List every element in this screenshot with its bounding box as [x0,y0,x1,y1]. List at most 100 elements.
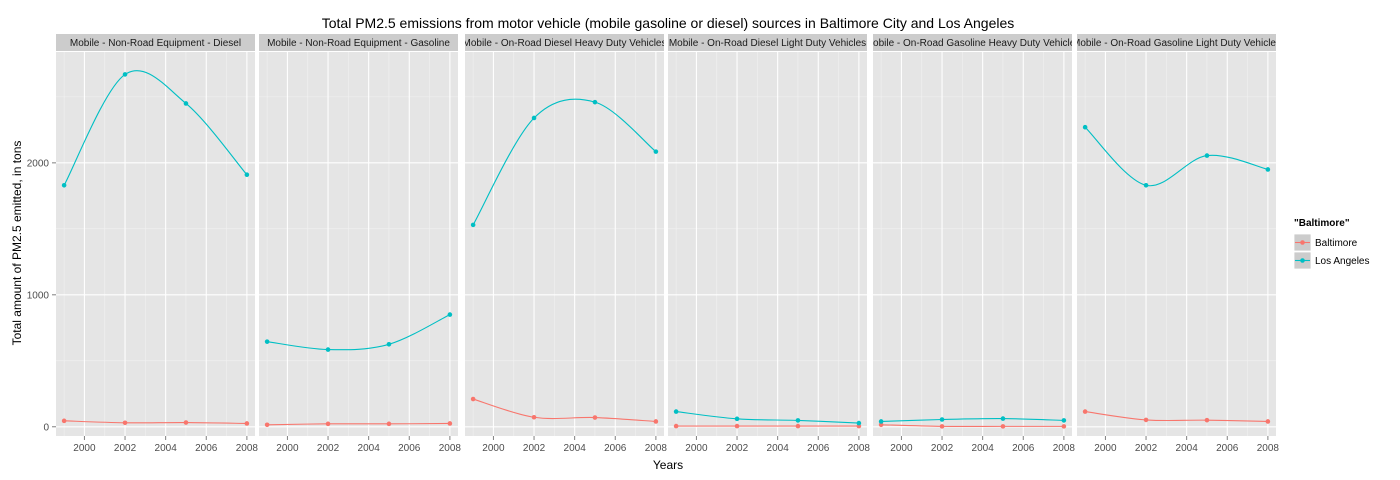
data-point [878,422,884,428]
data-point [673,423,679,429]
data-point [795,423,801,429]
series-line [267,422,450,426]
data-point [734,423,740,429]
x-tick-label: 2004 [564,443,587,454]
x-tick-label: 2000 [276,443,299,454]
x-tick-label: 2002 [931,443,954,454]
series-los-angeles [878,416,1067,424]
data-point [386,341,392,347]
y-axis: 0 1000 2000 [27,158,56,433]
y-tick-label: 2000 [27,158,50,169]
series-line [267,314,451,351]
y-tick-label: 0 [43,422,49,433]
series-los-angeles [1082,124,1271,188]
facet-strip [668,34,867,51]
data-point [61,418,67,424]
series-baltimore [264,421,453,428]
data-point [878,419,884,424]
series-line [472,398,656,423]
facet-panel: Mobile - On-Road Diesel Light Duty Vehic… [668,34,870,454]
series-baltimore [470,396,659,424]
facet-strip [465,34,664,51]
data-point [1265,167,1271,172]
panel-background [56,52,255,436]
data-point [183,101,189,106]
data-point [1061,424,1067,429]
facet-strip [259,34,458,51]
facet-strip-label: Mobile - Non-Road Equipment - Gasoline [267,38,450,49]
data-point [653,419,659,424]
panel-background [873,52,1072,436]
data-point [1265,419,1271,424]
data-point [592,99,598,105]
data-point [1000,424,1006,429]
data-point [470,396,476,402]
legend-key-point [1300,240,1305,245]
data-point [531,115,537,121]
x-tick-label: 2006 [807,443,830,454]
data-point [1061,418,1067,423]
panel-background [1077,52,1276,436]
series-los-angeles [61,70,250,188]
x-tick-label: 2008 [1257,443,1280,454]
x-tick-label: 2004 [155,443,178,454]
panel-background [668,52,867,436]
legend: "Baltimore" Baltimore Los Angeles [1293,218,1370,270]
data-point [1082,124,1088,130]
series-los-angeles [470,98,659,228]
series-baltimore [878,422,1067,429]
data-point [386,421,392,427]
series-line [1084,126,1269,187]
x-tick-label: 2004 [1176,443,1199,454]
x-tick-label: 2004 [767,443,790,454]
data-point [939,424,945,429]
x-tick-label: 2002 [1135,443,1158,454]
x-tick-label: 2006 [398,443,421,454]
legend-title: "Baltimore" [1294,218,1350,229]
data-point [1204,153,1210,158]
x-tick-label: 2008 [1053,443,1076,454]
data-point [795,418,801,423]
x-tick-label: 2000 [1094,443,1117,454]
series-line [881,424,1064,428]
data-point [734,416,740,422]
data-point [1143,417,1149,423]
facet-panel: Mobile - Non-Road Equipment - Gasoline 20… [259,34,461,454]
data-point [653,149,659,154]
data-point [61,182,67,188]
facet-strip [873,34,1072,51]
facet-panel: Mobile - Non-Road Equipment - Diesel 2000… [56,34,258,454]
series-los-angeles [264,312,453,352]
facet-panels: Mobile - Non-Road Equipment - Diesel 2000… [56,34,1281,454]
x-tick-label: 2002 [317,443,340,454]
series-baltimore [61,418,250,426]
data-point [470,222,476,228]
x-tick-label: 2008 [848,443,871,454]
x-tick-label: 2002 [523,443,546,454]
x-axis-label: Years [653,458,683,472]
data-point [673,409,679,414]
data-point [1082,409,1088,414]
x-tick-label: 2004 [358,443,381,454]
x-tick-label: 2006 [195,443,218,454]
x-tick-label: 2008 [236,443,259,454]
x-tick-label: 2006 [604,443,627,454]
data-point [1143,182,1149,188]
data-point [1000,416,1006,421]
facet-strip-label: Mobile - Non-Road Equipment - Diesel [70,38,241,49]
x-tick-label: 2006 [1216,443,1239,454]
x-tick-label: 2008 [645,443,668,454]
data-point [244,172,250,178]
facet-strip-label: Mobile - On-Road Gasoline Light Duty Veh… [1072,38,1281,49]
data-point [939,417,945,422]
data-point [592,415,598,420]
series-line [676,411,859,424]
y-axis-label: Total amount of PM2.5 emitted, in tons [10,141,24,346]
series-baltimore [1082,409,1271,424]
data-point [856,420,862,426]
panel-background [465,52,664,436]
series-line [63,70,248,186]
data-point [1204,417,1210,423]
data-point [264,422,270,428]
data-point [122,72,128,77]
